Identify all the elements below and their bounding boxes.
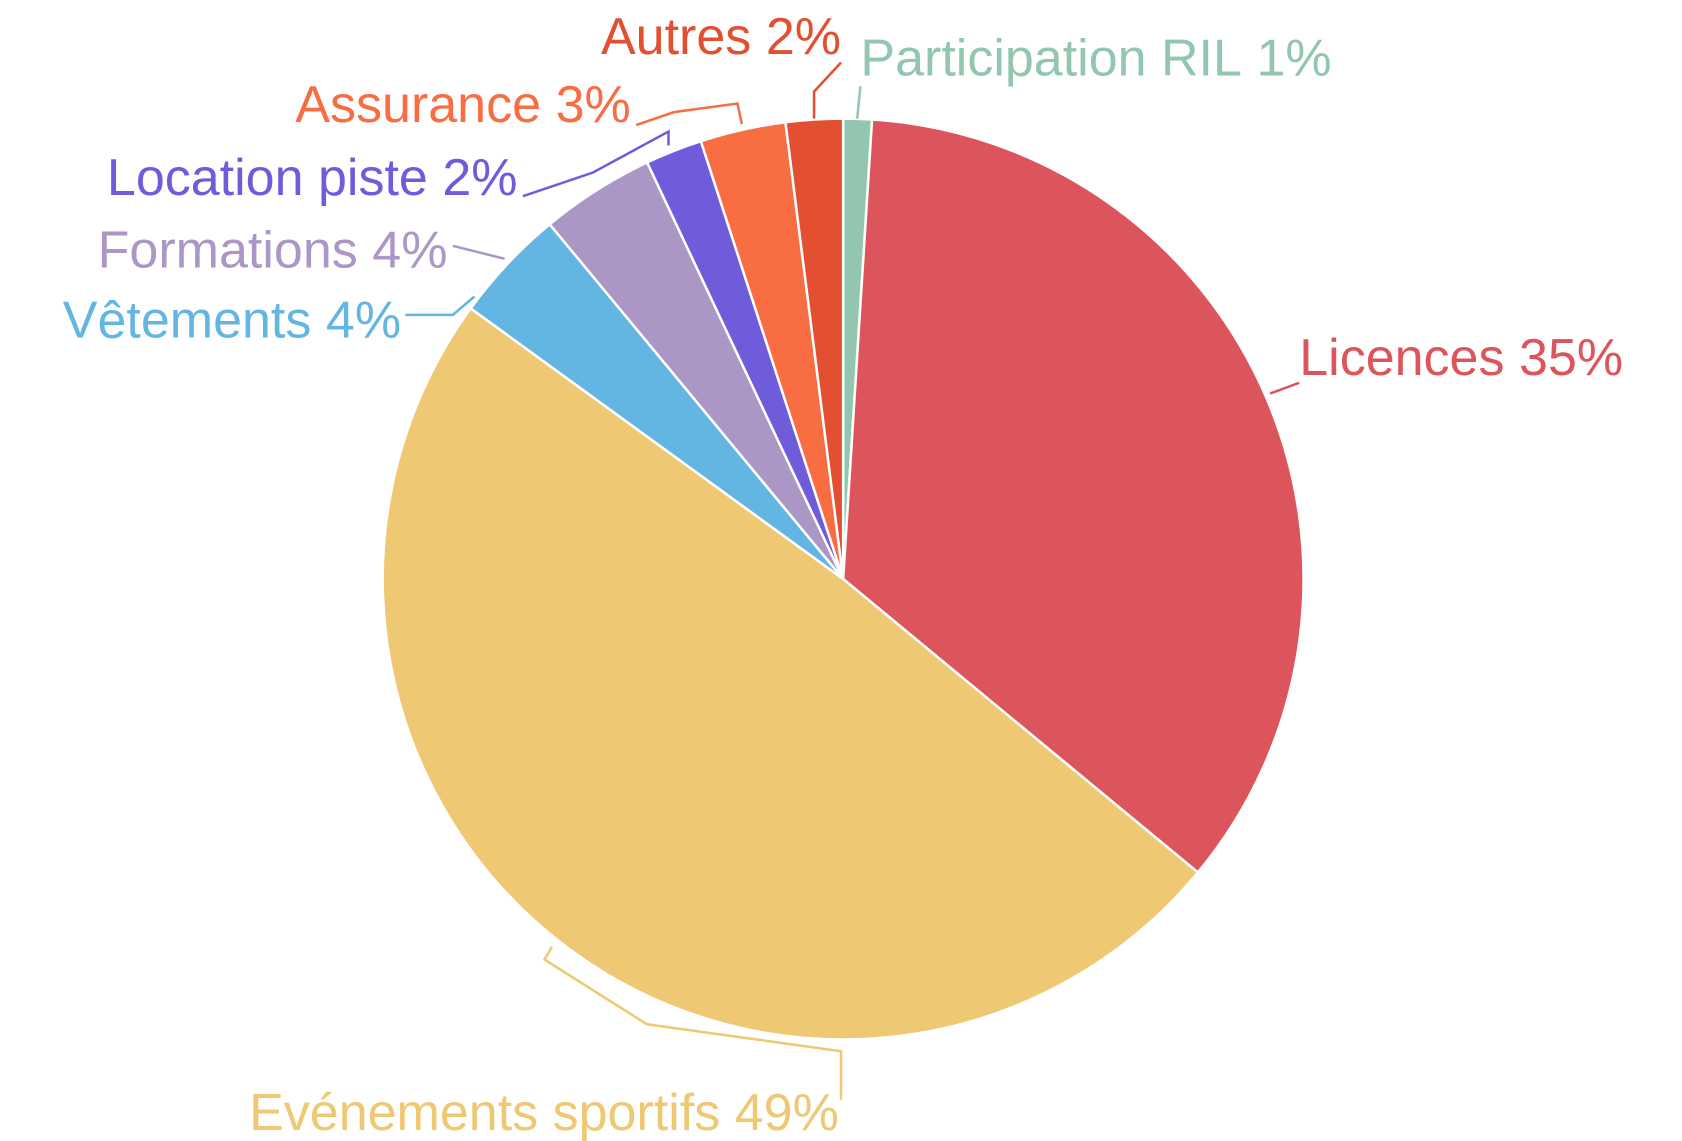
slice-value: 49% bbox=[735, 1084, 839, 1141]
leader-line bbox=[635, 102, 744, 127]
leader-line bbox=[812, 61, 842, 119]
slice-value: 2% bbox=[442, 149, 517, 207]
leader-line bbox=[522, 129, 670, 198]
leader-line bbox=[452, 244, 505, 260]
slice-label: Licences 35% bbox=[1299, 329, 1623, 387]
slice-label: Evénements sportifs 49% bbox=[249, 1084, 839, 1141]
pie-slice bbox=[841, 118, 1305, 875]
slice-value: 4% bbox=[372, 221, 447, 279]
slice-name: Participation RIL bbox=[860, 29, 1242, 87]
slice-value: 2% bbox=[766, 8, 841, 66]
slice-name: Vêtements bbox=[63, 291, 312, 349]
slice-label: Formations 4% bbox=[98, 221, 448, 279]
leader-line bbox=[1269, 381, 1300, 395]
leader-line bbox=[542, 946, 843, 1100]
slice-label: Location piste 2% bbox=[107, 149, 518, 207]
pie-slice bbox=[784, 117, 845, 580]
leader-line bbox=[855, 86, 862, 119]
slice-value: 35% bbox=[1519, 329, 1623, 387]
slice-name: Licences bbox=[1299, 329, 1504, 387]
slice-name: Evénements sportifs bbox=[249, 1084, 720, 1141]
slice-name: Location piste bbox=[107, 149, 428, 207]
slices bbox=[381, 117, 1305, 1041]
slice-name: Autres bbox=[601, 8, 751, 66]
slice-label: Vêtements 4% bbox=[63, 291, 401, 349]
slice-name: Assurance bbox=[295, 76, 541, 134]
slice-name: Formations bbox=[98, 221, 358, 279]
slice-value: 3% bbox=[556, 76, 631, 134]
slice-label: Assurance 3% bbox=[295, 76, 630, 134]
pie-slice bbox=[381, 306, 1200, 1041]
slice-value: 1% bbox=[1256, 29, 1331, 87]
leader-line bbox=[405, 295, 476, 317]
slice-label: Participation RIL 1% bbox=[860, 29, 1331, 87]
labels: Participation RIL 1% Licences 35% Evénements… bbox=[63, 8, 1623, 1141]
slice-value: 4% bbox=[326, 291, 401, 349]
slice-label: Autres 2% bbox=[601, 8, 841, 66]
